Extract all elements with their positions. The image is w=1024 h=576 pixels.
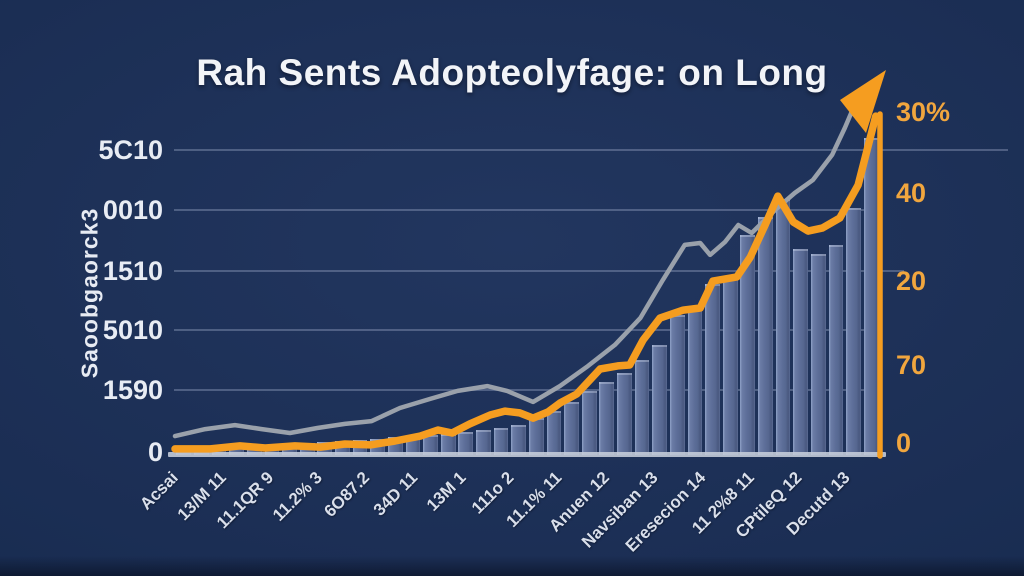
y-axis-right-tick: 0: [896, 428, 912, 458]
y-axis-right-tick: 30%: [896, 97, 951, 127]
bar: [546, 410, 562, 455]
gridline: [174, 149, 1008, 151]
bar: [652, 345, 668, 455]
bar: [758, 217, 773, 455]
bar: [863, 137, 879, 455]
bar: [775, 198, 791, 455]
y-axis-left-tick: 1590: [102, 375, 163, 405]
x-axis-label: Acsai: [135, 468, 182, 514]
y-axis-right-tick: 20: [896, 266, 927, 296]
bar: [722, 278, 738, 455]
x-axis-label: 34D 11: [369, 468, 422, 520]
bar: [528, 418, 544, 455]
bar: [493, 427, 509, 455]
bar: [511, 424, 527, 455]
y-axis-right-tick: 40: [896, 178, 927, 208]
y-axis-left-tick: 5C10: [98, 135, 163, 165]
x-axis-label: 13M 1: [422, 468, 470, 515]
y-axis-left-tick: 1510: [102, 256, 163, 286]
bar: [740, 235, 756, 455]
bar: [581, 390, 597, 455]
y-axis-right-tick: 70: [896, 350, 927, 380]
bar: [705, 284, 720, 455]
bar: [617, 372, 632, 455]
y-axis-left-tick: 0: [147, 437, 163, 467]
y-axis-title: Saoobgaorck3: [76, 207, 103, 379]
bar: [634, 360, 650, 455]
y-axis-left-tick: 0010: [102, 195, 163, 225]
bar: [828, 244, 844, 455]
bar: [669, 314, 685, 455]
bar: [846, 207, 861, 455]
y-axis-left-tick: 5010: [102, 315, 163, 345]
chart-title: Rah Sents Adopteolyfage: on Long: [196, 52, 828, 93]
bar: [793, 249, 809, 455]
bar: [564, 401, 579, 455]
bar: [687, 308, 703, 455]
gridline: [174, 209, 874, 211]
x-axis-baseline: [168, 452, 886, 457]
x-axis-label: 11.2% 3: [268, 468, 326, 525]
bar: [599, 381, 615, 455]
x-axis-label: 6O87.2: [320, 468, 374, 521]
bar: [810, 253, 826, 455]
